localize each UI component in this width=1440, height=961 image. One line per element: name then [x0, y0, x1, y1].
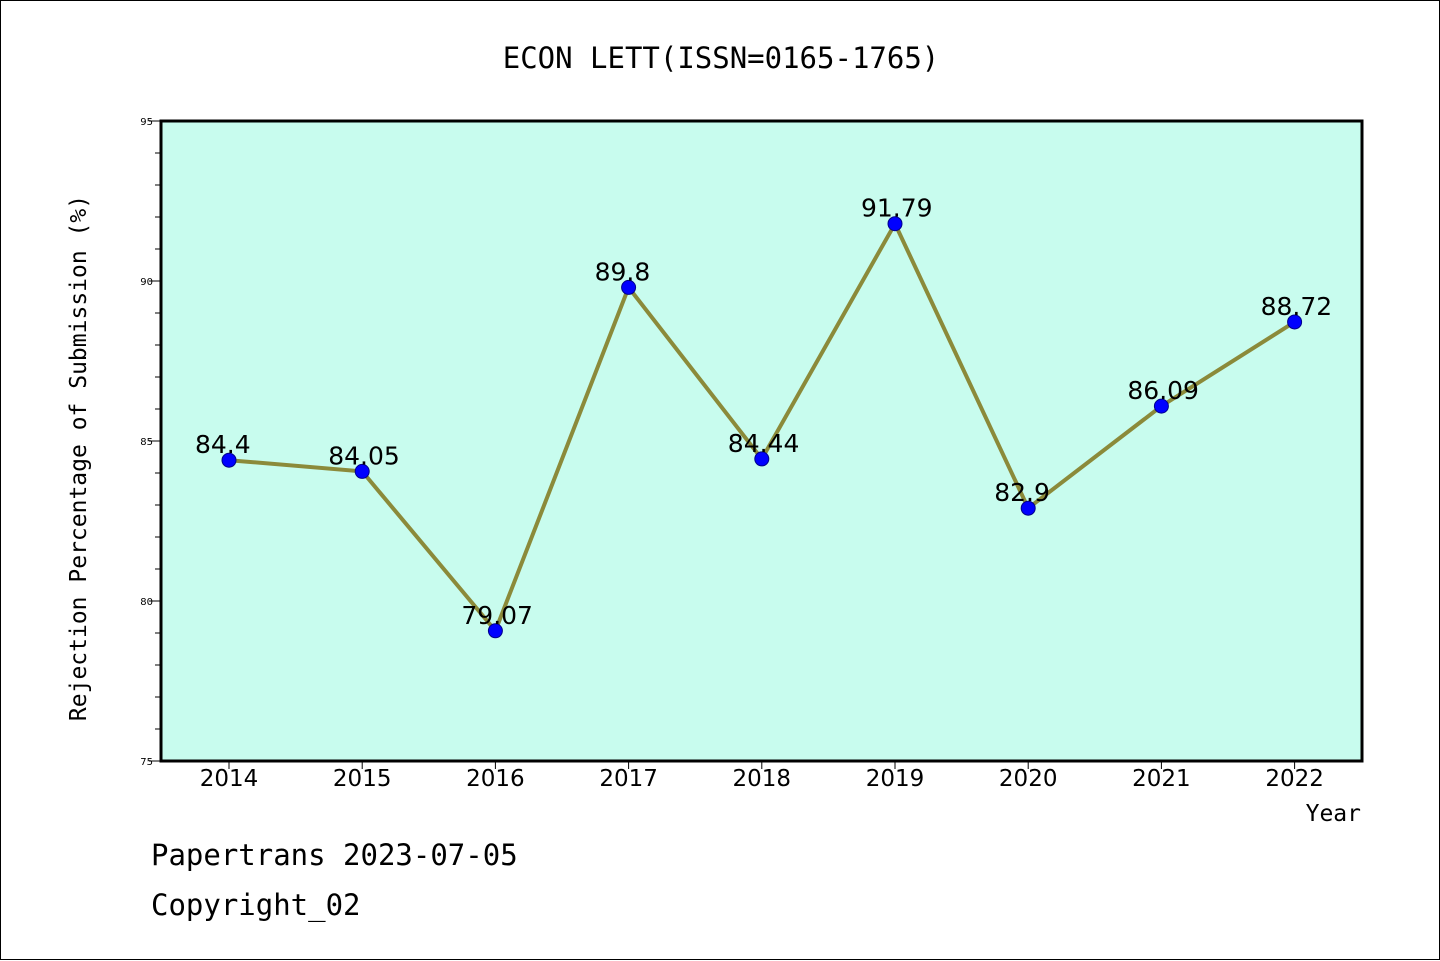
x-axis-ticks: 2014 2015 2016 2017 2018 2019 2020 2021 2022 — [200, 761, 1324, 792]
x-tick-label: 2017 — [599, 766, 658, 792]
data-label: 84.44 — [728, 429, 800, 458]
plot-area — [161, 121, 1362, 761]
data-point — [221, 452, 237, 468]
x-tick-label: 2021 — [1132, 766, 1191, 792]
data-label: 84.4 — [195, 430, 251, 459]
y-axis-ticks: 75 80 85 90 95 — [140, 117, 161, 768]
data-label: 88.72 — [1261, 292, 1333, 321]
data-point — [621, 279, 637, 295]
data-label: 86.09 — [1127, 376, 1199, 405]
x-tick-label: 2015 — [333, 766, 392, 792]
data-label: 79.07 — [461, 601, 533, 630]
data-point — [354, 463, 370, 479]
data-labels: 84.4 84.05 79.07 89.8 84.44 91.79 82.9 86.09 88.… — [195, 194, 1332, 630]
y-tick-label: 75 — [140, 757, 153, 768]
data-label: 89.8 — [595, 257, 651, 286]
data-point — [887, 216, 903, 232]
chart-title: ECON LETT(ISSN=0165-1765) — [503, 41, 940, 75]
x-tick-label: 2016 — [466, 766, 525, 792]
plot-border — [159, 119, 1364, 763]
x-axis-label: Year — [1306, 801, 1361, 827]
data-point — [1287, 314, 1303, 330]
data-label: 82.9 — [994, 478, 1050, 507]
y-tick-label: 95 — [140, 117, 153, 128]
data-point — [1020, 500, 1036, 516]
y-tick-label: 80 — [140, 597, 153, 608]
y-axis-label: Rejection Percentage of Submission (%) — [66, 195, 92, 721]
data-point — [487, 623, 503, 639]
data-markers — [221, 216, 1303, 639]
data-point — [1153, 398, 1169, 414]
data-point — [754, 451, 770, 467]
x-tick-label: 2022 — [1265, 766, 1324, 792]
x-tick-label: 2019 — [866, 766, 925, 792]
x-tick-label: 2014 — [200, 766, 259, 792]
footer-source: Papertrans 2023-07-05 — [151, 838, 518, 872]
data-label: 84.05 — [328, 441, 400, 470]
x-tick-label: 2020 — [999, 766, 1058, 792]
y-tick-label: 90 — [140, 277, 153, 288]
footer-copyright: Copyright_02 — [151, 888, 361, 923]
x-tick-label: 2018 — [733, 766, 792, 792]
y-tick-label: 85 — [140, 437, 153, 448]
data-label: 91.79 — [861, 194, 933, 223]
